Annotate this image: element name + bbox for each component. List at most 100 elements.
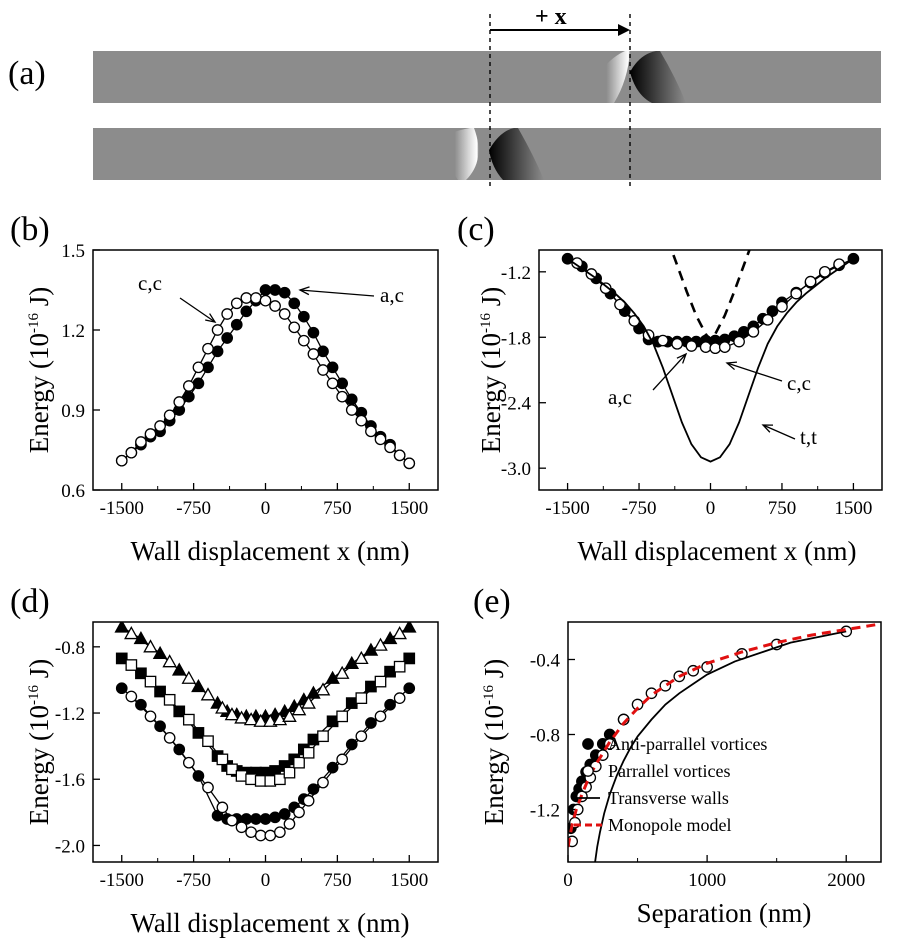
annotation-arrowhead (676, 352, 688, 364)
ytick-label-e: -0.4 (530, 651, 561, 672)
series-d-1-point (234, 710, 249, 724)
ylabel-c: Energy (10-16 J) (476, 287, 506, 453)
legend-swatch (582, 765, 594, 777)
series-d-5-point (274, 826, 286, 839)
series-b-c-c-point (365, 425, 377, 438)
series-d-5 (125, 690, 406, 842)
wall-light-bottom (431, 128, 479, 180)
annotation-arrow (762, 424, 796, 440)
chart-c: (c) -1500 -750 0 750 1500 -3.0 -2.4 -1.8 -1.2 Wall… (457, 211, 883, 566)
series-b-c-c-point (403, 457, 416, 470)
series-b-a-c-point (345, 393, 358, 406)
plots: (b) -1500 -750 0 750 1500 0.6 0.9 1.2 1.5 Wall dis… (10, 211, 883, 938)
series-d-4-point (269, 811, 281, 824)
xtick-label-c: 750 (768, 498, 797, 519)
ylabel-sup: -16 (26, 313, 42, 333)
series-d-4-point (345, 738, 358, 751)
ytick-label-e: -0.8 (530, 726, 560, 747)
series-d-2-point (173, 705, 186, 718)
series-d-3-point (125, 659, 138, 671)
series-d-3-point (245, 773, 257, 786)
series-b-c-c-point (393, 449, 406, 462)
ytick-label-c: -1.8 (501, 328, 531, 349)
legend-label: Transverse walls (608, 788, 729, 808)
series-d-4-point (115, 682, 128, 695)
ylabel-tail: J) (24, 659, 54, 685)
series-b-c-c-point (307, 348, 320, 360)
series-d-2-point (403, 652, 416, 665)
annotation-arrow (179, 297, 216, 323)
series-d-3-point (163, 693, 176, 706)
series-c-c-c-point (733, 335, 745, 348)
series-d-5-point (254, 829, 267, 842)
series-c-c-c-point (818, 265, 831, 278)
series-d-1-point (392, 626, 407, 640)
series-b-c-c-point (259, 294, 272, 307)
plot-area-b (115, 284, 416, 470)
series-d-1-point (162, 654, 177, 668)
series-d-4-point (403, 682, 416, 695)
xtick-label-c: 0 (706, 498, 716, 519)
series-d-1-point (315, 682, 331, 696)
annotation-arrowhead (761, 424, 774, 433)
xtick-label-c: -1500 (545, 498, 589, 519)
legend-swatch (582, 738, 594, 750)
series-b-c-c-point (135, 436, 147, 448)
ylabel-tail: J) (479, 659, 509, 685)
series-e-monopole-model (568, 622, 881, 848)
xtick-label-b: 1500 (390, 498, 428, 519)
xtick-label-d: 0 (261, 870, 271, 891)
wall-dark-bottom (489, 128, 544, 180)
series-e-transverse-walls-line (594, 630, 847, 862)
ylabel-d: Energy (10-16 J) (24, 659, 54, 825)
series-d-4 (115, 682, 416, 825)
series-b-c-c-point (144, 428, 157, 440)
series-b-a-c-line (121, 289, 410, 464)
series-d-5-point (216, 801, 229, 814)
annotation-arrowhead (298, 286, 310, 296)
series-d-1-point (215, 700, 230, 714)
series-b-c-c-point (211, 324, 224, 336)
ylabel-tail: J) (476, 287, 506, 313)
series-d-5-point (163, 732, 176, 744)
series-d-5-point (293, 806, 305, 819)
wall-light-top (583, 51, 630, 103)
ytick-label-c: -3.0 (501, 459, 531, 480)
xtick-label-b: 750 (323, 498, 352, 519)
legend-label: Parrallel vortices (608, 761, 730, 781)
series-d-4-point (250, 813, 262, 825)
annotation-b: c,c (138, 271, 162, 295)
series-b-a-c (115, 284, 416, 470)
series-c-c-c-point (685, 340, 698, 352)
series-e-monopole-model-line (568, 622, 881, 848)
panel-c-label: (c) (457, 211, 495, 248)
series-d-1-point (224, 707, 240, 721)
xtick-label-c: 1500 (834, 498, 872, 519)
series-d-3-point (336, 710, 349, 723)
ytick-label-d: -2.0 (55, 836, 85, 857)
xtick-label-d: 1500 (390, 870, 428, 891)
series-d-3 (125, 659, 406, 787)
series-b-a-c-point (326, 361, 339, 374)
xlabel-d: Wall displacement x (nm) (131, 908, 410, 938)
series-d-1 (124, 626, 407, 727)
series-b-c-c-point (240, 292, 253, 304)
ylabel-main: Energy (10 (24, 333, 54, 453)
series-b-c-c-point (355, 414, 368, 427)
xtick-label-b: -1500 (100, 498, 144, 519)
series-b-c-c-point (384, 441, 396, 454)
legend-label: Anti-parrallel vortices (608, 734, 767, 754)
series-b-c-c-point (297, 334, 310, 347)
series-b-c-c-point (125, 446, 138, 459)
annotation-arrowhead (725, 361, 738, 371)
ylabel-tail: J) (24, 287, 54, 313)
series-b-a-c-point (230, 318, 243, 331)
annotation-c: t,t (800, 425, 817, 449)
series-d-4-point (135, 698, 147, 711)
ylabel-main: Energy (10 (24, 705, 54, 825)
series-c-c-c-point (599, 282, 612, 295)
series-b-c-c-point (192, 361, 205, 374)
frame-c (538, 249, 883, 491)
series-d-1-point (262, 713, 278, 727)
panel-a-label: (a) (8, 55, 46, 92)
